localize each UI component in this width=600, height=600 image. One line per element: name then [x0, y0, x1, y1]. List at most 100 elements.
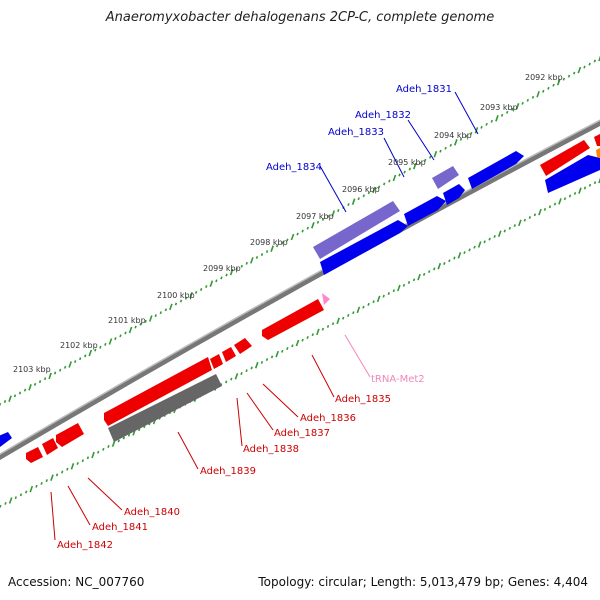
- major-tick: [250, 257, 254, 264]
- kbp-tick-track-inner: [0, 177, 600, 508]
- minor-tick: [235, 267, 238, 271]
- minor-tick: [40, 481, 43, 485]
- minor-tick: [412, 278, 416, 282]
- gene-arrow-adeh-1835[interactable]: [262, 299, 324, 340]
- minor-tick: [104, 342, 107, 346]
- major-tick: [477, 241, 482, 248]
- minor-tick: [402, 283, 406, 287]
- kbp-label: 2094 kbp: [434, 131, 472, 140]
- gene-label-adeh-1840[interactable]: Adeh_1840: [124, 507, 180, 518]
- minor-tick: [321, 327, 325, 331]
- minor-tick: [0, 504, 2, 508]
- minor-tick: [490, 119, 493, 123]
- major-tick: [454, 139, 458, 146]
- major-tick: [8, 497, 13, 504]
- major-tick: [356, 306, 361, 314]
- major-tick: [108, 338, 113, 345]
- gene-label-trna-met2[interactable]: tRNA-Met2: [371, 374, 425, 385]
- major-tick: [209, 280, 214, 287]
- minor-tick: [459, 137, 463, 141]
- gene-arrow-adeh-1837[interactable]: [222, 347, 236, 362]
- minor-tick: [449, 143, 452, 147]
- minor-tick: [377, 185, 381, 189]
- major-tick: [417, 273, 421, 281]
- minor-tick: [408, 167, 411, 171]
- gene-label-adeh-1842[interactable]: Adeh_1842: [57, 540, 113, 551]
- gene-arrow-adeh-1842[interactable]: [26, 447, 43, 463]
- gene-arrow-adeh-1840[interactable]: [56, 423, 84, 447]
- minor-tick: [174, 302, 178, 306]
- minor-tick: [86, 456, 90, 460]
- major-tick: [536, 91, 540, 98]
- gene-arrow-left-blue[interactable]: [0, 432, 12, 447]
- accession-text: Accession: NC_007760: [8, 575, 145, 589]
- kbp-label: 2097 kbp: [296, 212, 334, 221]
- major-tick: [437, 262, 442, 270]
- gene-label-adeh-1834[interactable]: Adeh_1834: [266, 162, 322, 173]
- gene-arrow-adeh-1839[interactable]: [104, 357, 212, 426]
- gene-arrow-top-2[interactable]: [320, 220, 408, 275]
- gene-label-adeh-1831[interactable]: Adeh_1831: [396, 84, 452, 95]
- gene-label-adeh-1838[interactable]: Adeh_1838: [243, 444, 299, 455]
- gene-arrow-top-1[interactable]: [404, 196, 446, 226]
- minor-tick: [453, 256, 456, 260]
- topology-text: Topology: circular; Length: 5,013,479 bp…: [258, 575, 588, 589]
- minor-tick: [225, 273, 228, 277]
- minor-tick: [260, 360, 264, 364]
- major-tick: [556, 78, 561, 86]
- minor-tick: [444, 146, 447, 150]
- gene-label-adeh-1836[interactable]: Adeh_1836: [300, 413, 356, 424]
- minor-tick: [468, 248, 471, 252]
- gene-arrow-adeh-1841[interactable]: [42, 438, 58, 455]
- minor-tick: [588, 183, 592, 187]
- minor-tick: [407, 281, 411, 284]
- major-tick: [128, 326, 133, 334]
- major-tick: [254, 361, 259, 369]
- gene-arrow-pseudo[interactable]: [108, 374, 222, 442]
- minor-tick: [117, 439, 120, 443]
- major-tick: [229, 268, 234, 276]
- gene-arrow-right-orange[interactable]: [596, 148, 600, 158]
- major-tick: [28, 384, 32, 391]
- minor-tick: [154, 314, 157, 318]
- major-tick: [515, 103, 520, 110]
- gene-arrow-adeh-1831[interactable]: [468, 151, 524, 189]
- major-tick: [457, 252, 462, 259]
- major-tick: [234, 373, 239, 380]
- minor-tick: [387, 292, 390, 295]
- minor-tick: [362, 305, 365, 309]
- gene-label-adeh-1841[interactable]: Adeh_1841: [92, 522, 148, 533]
- gene-label-adeh-1837[interactable]: Adeh_1837: [274, 428, 330, 439]
- gene-arrow-right-red[interactable]: [540, 140, 590, 176]
- minor-tick: [276, 244, 279, 248]
- gene-arrow-adeh-1836[interactable]: [234, 338, 252, 354]
- major-tick: [316, 328, 320, 336]
- gene-label-adeh-1835[interactable]: Adeh_1835: [335, 394, 391, 405]
- minor-tick: [102, 447, 105, 451]
- minor-tick: [500, 113, 504, 117]
- gene-arrow-adeh-1833[interactable]: [432, 166, 459, 189]
- gene-arrow-adeh-1832[interactable]: [443, 184, 465, 205]
- minor-tick: [326, 324, 330, 328]
- minor-tick: [114, 337, 117, 341]
- major-tick: [48, 372, 52, 380]
- minor-tick: [134, 325, 137, 329]
- trna-met2-marker[interactable]: [322, 293, 330, 305]
- gene-arrow-right-blue[interactable]: [545, 155, 600, 193]
- kbp-label: 2095 kbp: [388, 158, 426, 167]
- gene-label-adeh-1833[interactable]: Adeh_1833: [328, 127, 384, 138]
- gene-label-adeh-1839[interactable]: Adeh_1839: [200, 466, 256, 477]
- minor-tick: [331, 322, 335, 326]
- gene-arrow-adeh-1838[interactable]: [210, 354, 223, 369]
- minor-tick: [200, 288, 203, 291]
- minor-tick: [521, 101, 524, 105]
- minor-tick: [291, 344, 294, 348]
- gene-arrow-adeh-1834[interactable]: [313, 201, 400, 259]
- gene-arrow-right-red-2[interactable]: [594, 134, 600, 146]
- minor-tick: [573, 71, 576, 75]
- minor-tick: [124, 331, 127, 335]
- minor-tick: [485, 122, 488, 126]
- minor-tick: [286, 238, 289, 242]
- gene-label-adeh-1832[interactable]: Adeh_1832: [355, 110, 411, 121]
- minor-tick: [66, 467, 69, 471]
